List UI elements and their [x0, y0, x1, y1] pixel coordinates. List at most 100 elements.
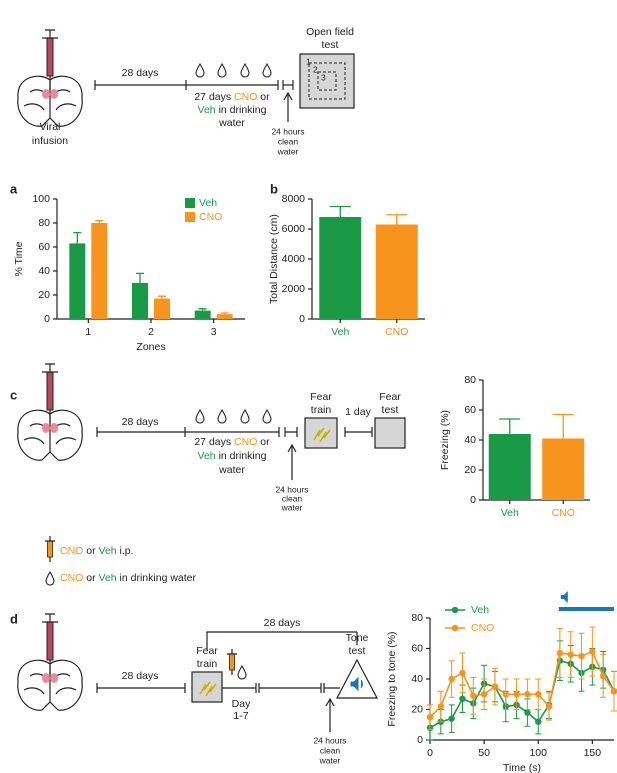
x-tick-label: CNO	[385, 326, 408, 338]
bar	[132, 283, 148, 319]
label: 2	[313, 64, 318, 74]
label: 1	[306, 56, 311, 66]
label: in drinking	[216, 450, 267, 462]
point	[589, 648, 596, 655]
bar	[319, 217, 362, 319]
y-tick-label: 0	[299, 313, 305, 325]
legend-marker	[451, 606, 459, 614]
label: CNO	[60, 545, 83, 557]
error-bar	[552, 413, 574, 439]
label: CNO or Veh i.p.	[60, 545, 134, 557]
x-tick-label: 1	[85, 326, 91, 338]
label: train	[197, 658, 218, 670]
point	[556, 649, 564, 657]
point	[480, 691, 488, 698]
y-tick-label: 20	[38, 289, 50, 301]
label: 1 day	[345, 406, 371, 418]
label: test	[322, 39, 339, 51]
y-tick-label: 0	[44, 313, 50, 325]
y-tick-label: 2000	[282, 283, 306, 295]
legend-marker	[451, 624, 459, 632]
point	[502, 691, 509, 698]
label: 24 hours	[271, 126, 304, 136]
panel-label: a	[10, 181, 18, 196]
point	[437, 703, 445, 710]
label: Veh	[198, 104, 216, 116]
label: CNO	[234, 91, 257, 103]
label: Veh	[99, 545, 117, 557]
y-tick-label: 20	[464, 464, 476, 476]
y-tick-label: 8000	[282, 193, 306, 205]
legend-swatch	[185, 198, 195, 208]
error-bar	[499, 418, 521, 434]
y-axis-label: % Time	[13, 241, 25, 276]
error-bar	[329, 205, 351, 217]
y-tick-label: 60	[464, 404, 476, 416]
label: water	[319, 755, 341, 765]
bar	[375, 224, 418, 319]
protocol-a: Viral infusion 28 days 27 days CNO or Ve…	[17, 26, 355, 156]
error-bar	[198, 308, 207, 311]
point	[610, 688, 617, 695]
label: water	[277, 146, 299, 156]
label: 27 days	[194, 91, 234, 103]
point	[470, 692, 477, 699]
label: 24 hours	[313, 735, 346, 745]
y-tick-label: 4000	[282, 253, 306, 265]
x-tick-label: 2	[148, 326, 154, 338]
label: clean	[278, 136, 299, 146]
label: CNO or Veh in drinking water	[60, 572, 196, 584]
label: 27 days	[194, 436, 234, 448]
y-tick-label: 20	[411, 703, 423, 715]
label: Veh in drinking	[198, 104, 267, 116]
point	[459, 695, 466, 703]
label: Fear	[310, 391, 332, 403]
point	[491, 683, 499, 690]
y-tick-label: 80	[38, 217, 50, 229]
x-axis-label: Zones	[136, 341, 165, 353]
error-bar	[73, 231, 82, 244]
bar	[488, 434, 531, 500]
point	[535, 718, 542, 725]
label: test	[349, 645, 366, 657]
y-axis-label: Total Distance (cm)	[268, 214, 280, 304]
label: in drinking	[216, 104, 267, 116]
point	[459, 669, 466, 677]
x-tick-label: Veh	[331, 326, 349, 338]
label: 1-7	[233, 710, 248, 722]
legend-label: Veh	[199, 197, 217, 209]
y-tick-label: 0	[470, 494, 476, 506]
label: 3	[321, 72, 326, 82]
label: infusion	[32, 135, 68, 147]
legend-swatch	[185, 212, 195, 222]
label: water	[281, 502, 303, 512]
label: or	[257, 436, 270, 448]
y-tick-label: 6000	[282, 223, 306, 235]
label: i.p.	[117, 545, 134, 557]
y-tick-label: 40	[411, 673, 423, 685]
label: test	[382, 404, 399, 416]
label: 27 days CNO or	[194, 91, 270, 103]
point	[426, 713, 434, 721]
error-bar	[158, 295, 166, 299]
panel-label: b	[270, 181, 278, 196]
bar	[194, 310, 211, 319]
protocol-d: 28 days Fear train 28 days Day 1-7 24 ho…	[17, 613, 378, 765]
key: CNO or Veh i.p. CNO or Veh in drinking w…	[44, 535, 196, 586]
label: Veh	[198, 450, 216, 462]
point	[448, 715, 455, 722]
point	[567, 651, 574, 658]
label: Veh in drinking	[198, 450, 267, 462]
label: train	[311, 404, 332, 416]
label: Open field	[306, 26, 354, 38]
label: 24 hours	[275, 484, 308, 494]
label: 28 days	[264, 617, 301, 629]
x-axis-label: Time (s)	[503, 762, 541, 773]
panel-label: d	[10, 611, 18, 626]
label: CNO	[60, 572, 83, 584]
legend-label: CNO	[471, 622, 494, 634]
label: water	[218, 117, 245, 129]
x-tick-label: 150	[584, 747, 602, 759]
y-tick-label: 80	[464, 374, 476, 386]
label: 28 days	[122, 67, 159, 79]
